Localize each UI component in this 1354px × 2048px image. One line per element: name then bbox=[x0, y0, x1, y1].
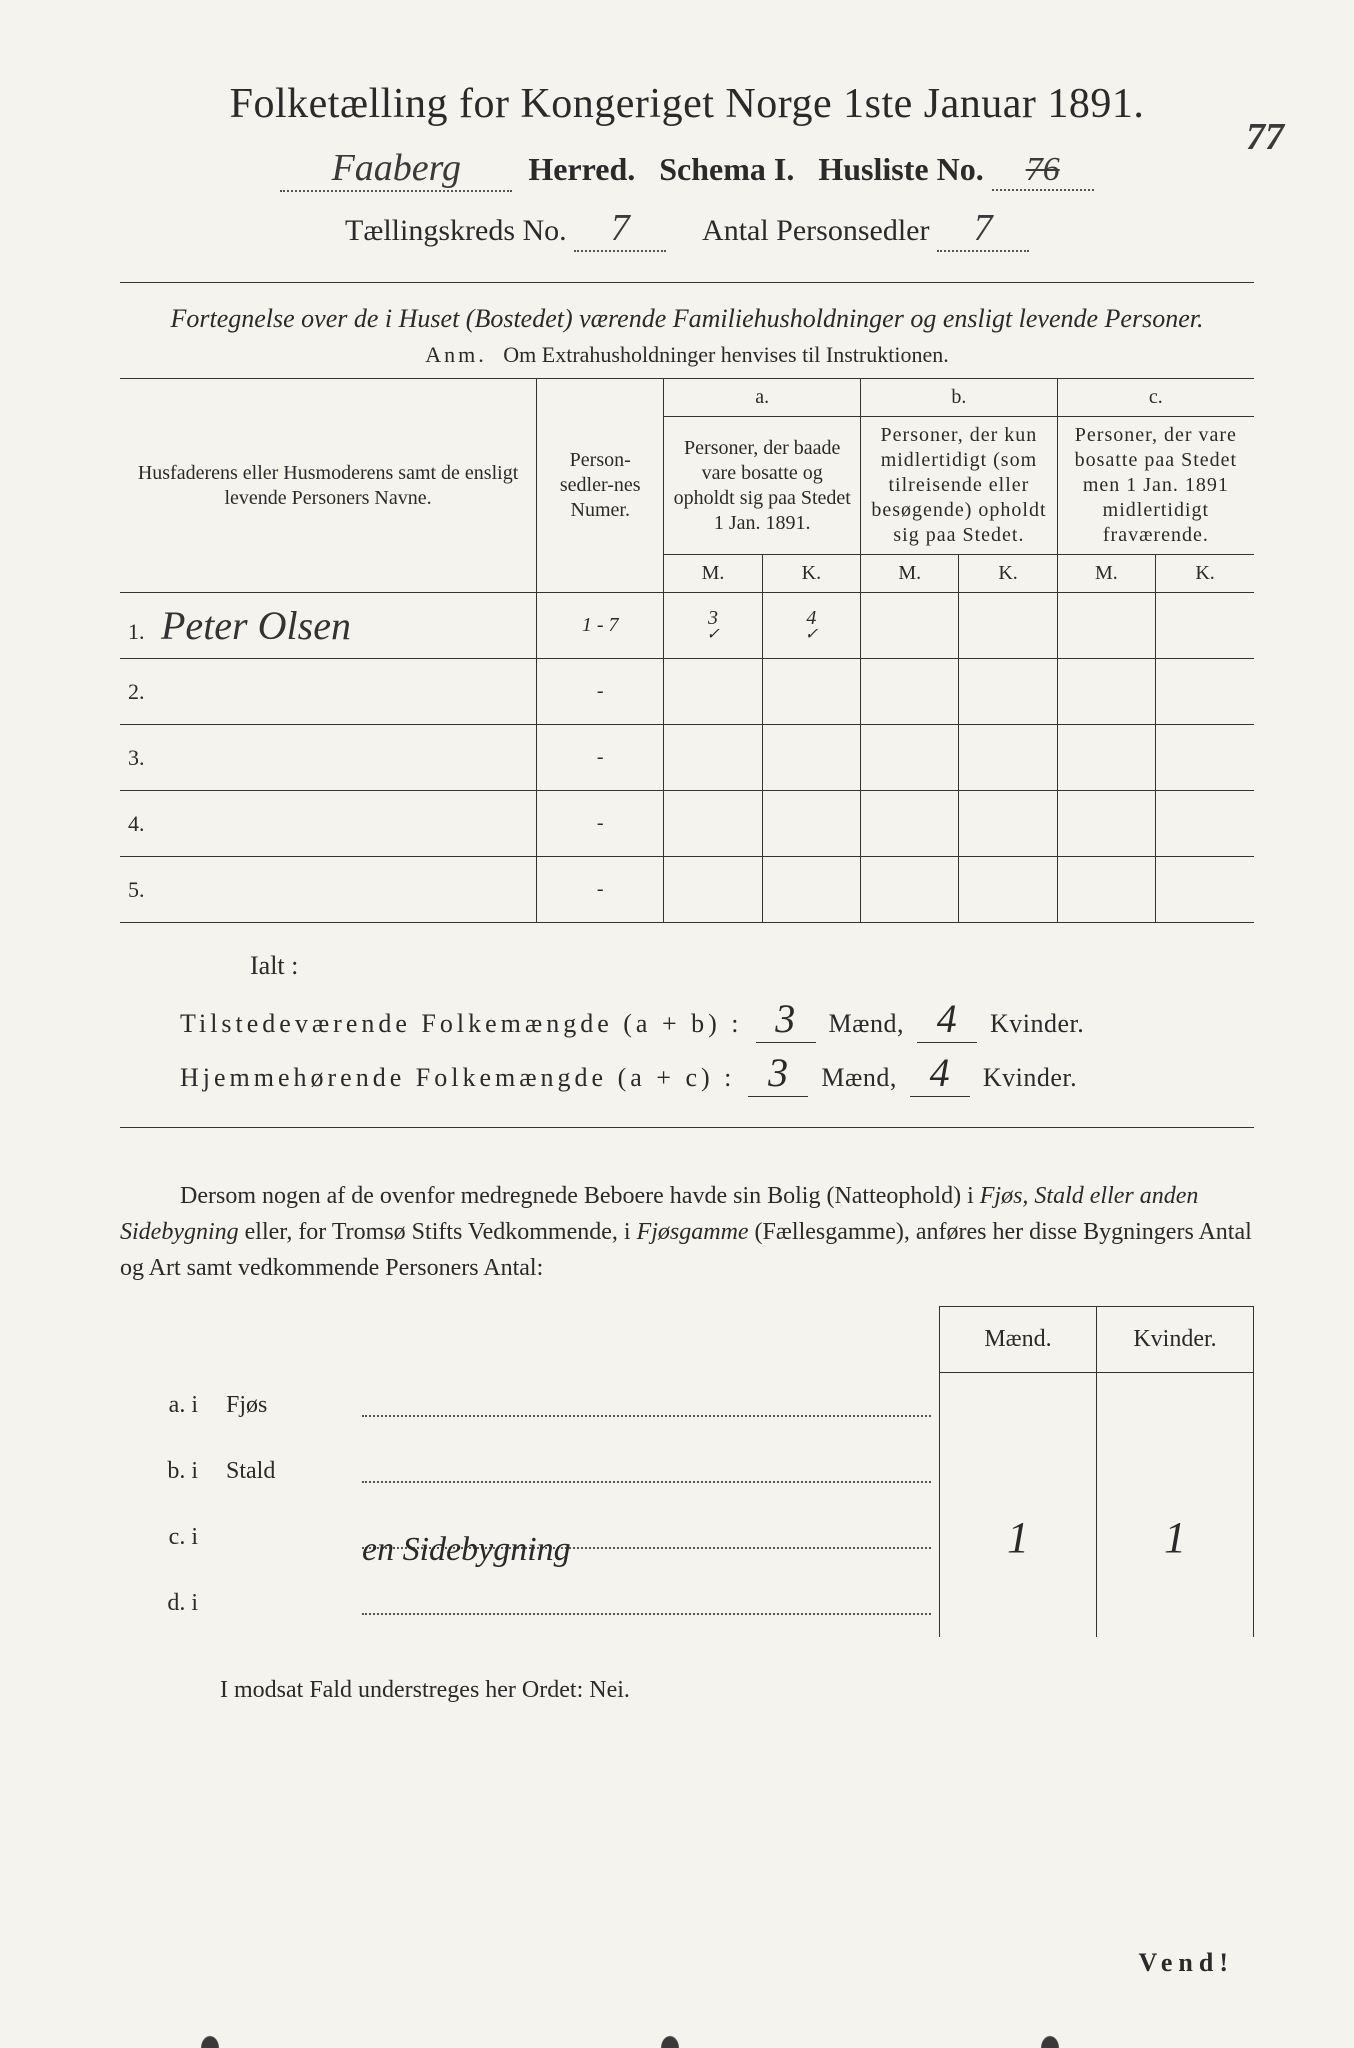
page-tear bbox=[180, 2008, 240, 2048]
kreds-value: 7 bbox=[611, 206, 630, 250]
col-b-label: b. bbox=[861, 379, 1058, 417]
sum2-m: 3 bbox=[768, 1050, 789, 1095]
husliste-label: Husliste No. bbox=[818, 151, 983, 187]
sum-resident: Hjemmehørende Folkemængde (a + c) : 3 Mæ… bbox=[180, 1049, 1254, 1097]
sum-present: Tilstedeværende Folkemængde (a + b) : 3 … bbox=[180, 995, 1254, 1043]
herred-label: Herred. bbox=[528, 151, 635, 187]
person-name: Peter Olsen bbox=[161, 603, 351, 648]
antal-value: 7 bbox=[973, 206, 992, 250]
row-number: 4. bbox=[128, 811, 156, 837]
anm-text: Om Extrahusholdninger henvises til Instr… bbox=[503, 342, 948, 367]
page-tear bbox=[1020, 2008, 1080, 2048]
cell-b-m bbox=[861, 593, 959, 659]
side-h-kvinder: Kvinder. bbox=[1097, 1307, 1254, 1373]
person-num: - bbox=[537, 791, 664, 857]
cell-c-m bbox=[1057, 593, 1155, 659]
page-number-annotation: 77 bbox=[1246, 115, 1284, 159]
sum1-m: 3 bbox=[775, 996, 796, 1041]
side-row: b. i Stald bbox=[120, 1439, 1254, 1505]
table-row: 2. - bbox=[120, 659, 1254, 725]
page-tear bbox=[640, 2008, 700, 2048]
col-header-num: Person-sedler-nes Numer. bbox=[537, 379, 664, 593]
row-number: 5. bbox=[128, 877, 156, 903]
person-num: - bbox=[537, 857, 664, 923]
col-c-m: M. bbox=[1057, 555, 1155, 593]
table-row: 5. - bbox=[120, 857, 1254, 923]
col-b-m: M. bbox=[861, 555, 959, 593]
col-c-desc: Personer, der vare bosatte paa Stedet me… bbox=[1057, 417, 1254, 555]
table-row: 3. - bbox=[120, 725, 1254, 791]
side-c-k: 1 bbox=[1164, 1513, 1186, 1562]
col-b-desc: Personer, der kun midlertidigt (som tilr… bbox=[861, 417, 1058, 555]
person-num: 1 - 7 bbox=[537, 593, 664, 659]
sum1-k: 4 bbox=[937, 996, 958, 1041]
anm-label: Anm. bbox=[425, 342, 487, 367]
col-header-name: Husfaderens eller Husmoderens samt de en… bbox=[120, 379, 537, 593]
cell-a-m: 3✓ bbox=[664, 593, 762, 659]
person-num: - bbox=[537, 659, 664, 725]
col-c-label: c. bbox=[1057, 379, 1254, 417]
row-number: 1. bbox=[128, 619, 156, 645]
husliste-struck-value: 76 bbox=[1026, 151, 1060, 189]
sum2-k: 4 bbox=[930, 1050, 951, 1095]
row-number: 2. bbox=[128, 679, 156, 705]
table-row: 1. Peter Olsen 1 - 7 3✓ 4✓ bbox=[120, 593, 1254, 659]
main-title: Folketælling for Kongeriget Norge 1ste J… bbox=[120, 80, 1254, 128]
person-num: - bbox=[537, 725, 664, 791]
kreds-label: Tællingskreds No. bbox=[345, 214, 567, 247]
side-row: c. i en Sidebygning 1 1 bbox=[120, 1505, 1254, 1571]
cell-a-k: 4✓ bbox=[762, 593, 860, 659]
side-row: d. i bbox=[120, 1571, 1254, 1637]
cell-c-k bbox=[1156, 593, 1254, 659]
divider bbox=[120, 282, 1254, 283]
col-a-label: a. bbox=[664, 379, 861, 417]
col-a-k: K. bbox=[762, 555, 860, 593]
ialt-label: Ialt : bbox=[250, 951, 1254, 981]
cell-b-k bbox=[959, 593, 1057, 659]
side-table: Mænd. Kvinder. a. i Fjøs b. i Stald c. i… bbox=[120, 1306, 1254, 1637]
vend-label: Vend! bbox=[1138, 1948, 1234, 1978]
col-b-k: K. bbox=[959, 555, 1057, 593]
col-a-desc: Personer, der baade vare bosatte og opho… bbox=[664, 417, 861, 555]
antal-label: Antal Personsedler bbox=[702, 214, 929, 247]
side-row: a. i Fjøs bbox=[120, 1373, 1254, 1439]
herred-value: Faaberg bbox=[332, 146, 461, 190]
main-table: Husfaderens eller Husmoderens samt de en… bbox=[120, 378, 1254, 923]
sidebuilding-paragraph: Dersom nogen af de ovenfor medregnede Be… bbox=[120, 1178, 1254, 1286]
col-c-k: K. bbox=[1156, 555, 1254, 593]
col-a-m: M. bbox=[664, 555, 762, 593]
schema-label: Schema I. bbox=[659, 151, 794, 187]
header-line-2: Tællingskreds No. 7 Antal Personsedler 7 bbox=[120, 206, 1254, 252]
anm-line: Anm. Om Extrahusholdninger henvises til … bbox=[120, 342, 1254, 368]
side-hand-entry: en Sidebygning bbox=[362, 1531, 571, 1568]
document-page: 77 Folketælling for Kongeriget Norge 1st… bbox=[0, 0, 1354, 2048]
side-h-maend: Mænd. bbox=[940, 1307, 1097, 1373]
nei-line: I modsat Fald understreges her Ordet: Ne… bbox=[220, 1677, 1254, 1704]
header-line-1: Faaberg Herred. Schema I. Husliste No. 7… bbox=[120, 146, 1254, 192]
table-row: 4. - bbox=[120, 791, 1254, 857]
sub-description: Fortegnelse over de i Huset (Bostedet) v… bbox=[120, 301, 1254, 336]
divider bbox=[120, 1127, 1254, 1128]
row-number: 3. bbox=[128, 745, 156, 771]
side-c-m: 1 bbox=[1007, 1513, 1029, 1562]
